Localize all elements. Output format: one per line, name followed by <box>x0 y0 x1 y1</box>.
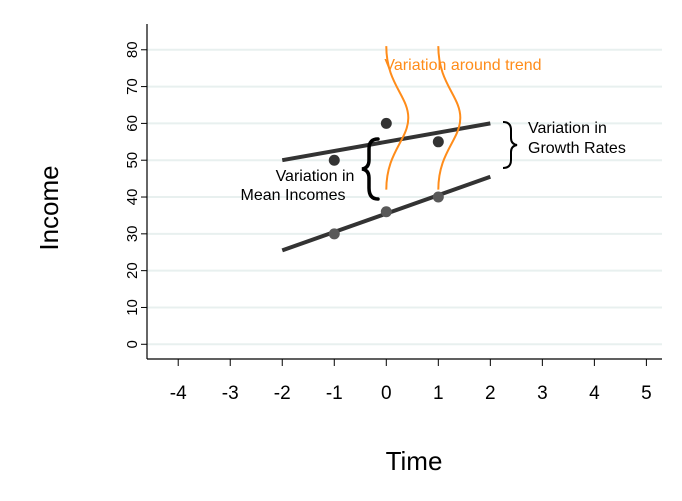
brace-mean-incomes <box>361 137 380 201</box>
x-tick-label: 5 <box>641 383 652 404</box>
data-point-upper <box>328 154 340 166</box>
x-tick-label: 0 <box>381 383 392 404</box>
brace-growth-rates <box>502 121 518 169</box>
y-tick-label: 40 <box>124 189 141 206</box>
y-tick-label: 80 <box>124 41 141 58</box>
y-tick-label: 20 <box>124 262 141 279</box>
data-point-upper <box>380 117 392 129</box>
x-axis-title: Time <box>386 446 443 476</box>
annotation-variation-around-trend: Variation around trend <box>384 57 541 74</box>
y-tick-label: 60 <box>124 115 141 132</box>
data-point-lower <box>328 228 340 240</box>
data-point-upper <box>432 136 444 148</box>
x-tick-label: -1 <box>326 383 343 404</box>
trend-line-upper <box>281 121 491 163</box>
y-tick-label: 10 <box>124 299 141 316</box>
data-point-lower <box>380 206 392 218</box>
x-tick-label: 3 <box>537 383 548 404</box>
y-tick-label: 50 <box>124 152 141 169</box>
x-tick-label: -2 <box>274 383 291 404</box>
data-points <box>328 117 444 240</box>
distribution-curve <box>385 46 410 190</box>
y-axis-ticks: 0 10 20 30 40 50 60 70 80 <box>124 41 147 348</box>
x-tick-label: 2 <box>485 383 496 404</box>
y-axis-title: Income <box>34 165 64 250</box>
x-axis-ticks: -4 -3 -2 -1 0 1 2 3 4 5 <box>170 359 652 404</box>
y-tick-label: 0 <box>124 340 141 348</box>
data-point-lower <box>432 191 444 203</box>
x-tick-label: 4 <box>589 383 600 404</box>
x-tick-label: -4 <box>170 383 187 404</box>
distribution-curve <box>437 46 462 190</box>
annotation-mean-incomes-line2: Mean Incomes <box>241 187 346 204</box>
distribution-curves <box>385 46 462 190</box>
x-tick-label: -3 <box>222 383 239 404</box>
annotation-growth-rates-line2: Growth Rates <box>528 140 626 157</box>
annotation-growth-rates-line1: Variation in <box>528 120 607 137</box>
annotation-mean-incomes-line1: Variation in <box>276 168 355 185</box>
y-tick-label: 30 <box>124 225 141 242</box>
grid <box>147 48 662 346</box>
y-tick-label: 70 <box>124 78 141 95</box>
x-tick-label: 1 <box>433 383 444 404</box>
